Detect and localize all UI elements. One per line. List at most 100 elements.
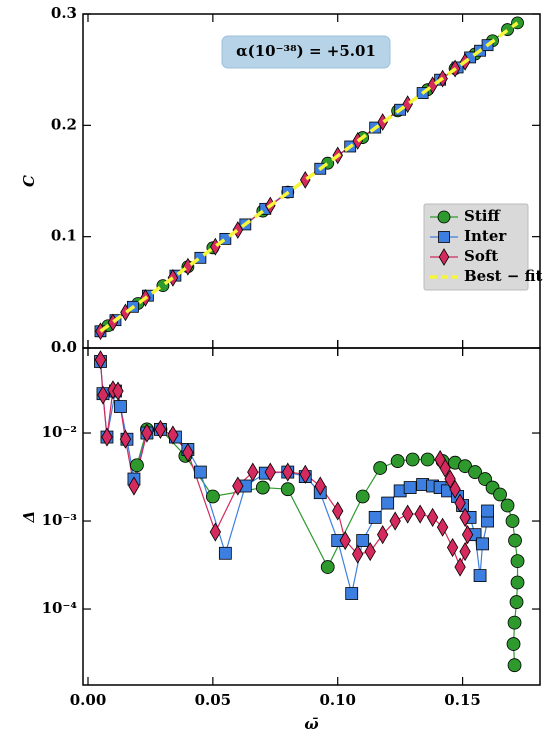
- marker: [459, 507, 471, 527]
- marker: [218, 546, 232, 560]
- marker: [232, 476, 244, 496]
- marker: [493, 487, 507, 502]
- marker: [339, 530, 351, 551]
- marker: [314, 476, 326, 496]
- marker: [473, 569, 487, 582]
- marker: [182, 442, 194, 463]
- marker: [390, 454, 405, 468]
- marker: [401, 504, 414, 524]
- y-tick-label: 10⁻²: [42, 423, 77, 441]
- marker: [209, 522, 222, 542]
- y-tick-label: 10⁻³: [42, 511, 77, 529]
- marker: [438, 231, 450, 243]
- marker: [97, 385, 109, 405]
- marker: [405, 452, 420, 467]
- marker: [194, 251, 207, 264]
- y-tick-label: 10⁻⁴: [42, 599, 78, 617]
- y-axis-label: C: [20, 175, 38, 187]
- marker: [167, 425, 179, 445]
- x-tick-label: 0.05: [195, 691, 232, 709]
- annotation: α(10⁻³⁸) = +5.01: [236, 42, 376, 60]
- marker: [459, 541, 471, 562]
- marker: [94, 350, 107, 370]
- marker: [280, 482, 295, 497]
- marker: [364, 541, 376, 562]
- marker: [112, 381, 124, 401]
- marker: [510, 554, 525, 569]
- marker: [182, 257, 194, 276]
- marker: [154, 419, 167, 439]
- legend-label: Best − fit: [464, 267, 543, 285]
- legend-box: [423, 203, 529, 291]
- marker: [437, 210, 451, 224]
- marker: [454, 493, 466, 513]
- marker: [101, 427, 113, 447]
- marker: [381, 496, 395, 510]
- marker: [264, 462, 276, 482]
- y-tick-label: 0.3: [51, 4, 77, 22]
- marker: [332, 501, 344, 521]
- legend-label: Stiff: [464, 207, 501, 225]
- marker: [436, 517, 449, 537]
- y-tick-label: 0.1: [51, 227, 77, 245]
- marker: [299, 171, 311, 189]
- marker: [205, 489, 220, 504]
- marker: [130, 458, 144, 473]
- marker: [255, 480, 270, 495]
- marker: [403, 481, 417, 494]
- marker: [420, 452, 435, 467]
- y-axis-label: Δ: [20, 511, 38, 524]
- marker: [426, 507, 439, 527]
- marker: [345, 587, 359, 600]
- marker: [141, 423, 153, 443]
- marker: [414, 504, 426, 524]
- marker: [389, 511, 401, 531]
- marker: [368, 510, 382, 524]
- marker: [282, 462, 294, 482]
- marker: [508, 533, 522, 548]
- marker: [461, 525, 474, 545]
- y-tick-label: 0.2: [51, 115, 77, 133]
- marker: [219, 232, 232, 245]
- marker: [355, 489, 370, 504]
- marker: [114, 400, 127, 413]
- marker: [509, 595, 524, 609]
- marker: [481, 504, 494, 518]
- marker: [510, 575, 525, 590]
- legend-label: Inter: [464, 227, 507, 245]
- marker: [373, 461, 388, 475]
- marker: [193, 465, 207, 479]
- marker: [507, 615, 522, 630]
- marker: [299, 464, 311, 484]
- marker: [352, 544, 364, 564]
- marker: [167, 268, 179, 287]
- marker: [507, 658, 522, 673]
- marker: [356, 534, 370, 547]
- x-tick-label: 0.00: [70, 691, 107, 709]
- marker: [449, 479, 461, 499]
- x-tick-label: 0.10: [319, 691, 356, 709]
- plot-frame: [82, 347, 541, 686]
- marker: [500, 498, 515, 513]
- marker: [506, 637, 521, 651]
- marker: [438, 248, 450, 266]
- marker: [247, 462, 259, 482]
- marker: [446, 537, 459, 558]
- marker: [434, 449, 446, 470]
- marker: [377, 525, 389, 545]
- marker: [444, 469, 456, 489]
- marker: [119, 429, 132, 449]
- y-tick-label: 0.0: [51, 338, 77, 356]
- x-axis-label: ω̄: [304, 715, 318, 733]
- marker: [232, 221, 244, 239]
- marker: [476, 537, 489, 551]
- annotation-box: [221, 35, 391, 69]
- x-tick-label: 0.15: [444, 691, 481, 709]
- fit-line: [99, 21, 519, 333]
- marker: [128, 476, 140, 496]
- marker: [320, 560, 335, 574]
- marker: [454, 557, 466, 577]
- marker: [505, 514, 520, 528]
